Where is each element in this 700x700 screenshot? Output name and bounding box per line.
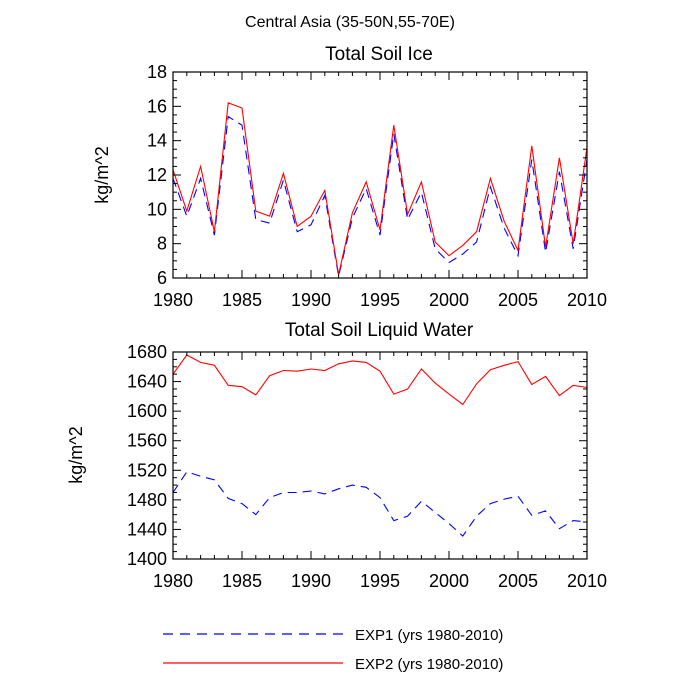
- x-tick-label: 1985: [222, 290, 262, 310]
- y-tick-label: 16: [147, 96, 167, 116]
- series-line-2: [172, 354, 588, 406]
- y-tick-label: 10: [147, 199, 167, 219]
- y-tick-label: 1400: [127, 549, 167, 569]
- x-tick-label: 2000: [429, 571, 469, 591]
- legend: EXP1 (yrs 1980-2010) EXP2 (yrs 1980-2010…: [163, 627, 503, 673]
- x-tick-label: 1980: [153, 571, 193, 591]
- x-tick-label: 1990: [291, 290, 331, 310]
- panel-total-soil-liquid-water: Total Soil Liquid Water kg/m^2 1980 1985 1…: [66, 320, 607, 591]
- y-tick-label: 14: [147, 131, 167, 151]
- y-tick-label: 1680: [127, 342, 167, 362]
- figure-suptitle: Central Asia (35-50N,55-70E): [245, 14, 455, 31]
- plot-frame: [172, 351, 588, 560]
- y-tick-label: 1480: [127, 490, 167, 510]
- y-tick-label: 12: [147, 165, 167, 185]
- y-tick-label: 1520: [127, 460, 167, 480]
- legend-label-exp2: EXP2 (yrs 1980-2010): [355, 656, 503, 673]
- y-tick-label: 1640: [127, 372, 167, 392]
- x-tick-label: 2010: [567, 571, 607, 591]
- panel-total-soil-ice: Total Soil Ice kg/m^2 1980 1985 1990 1995 20…: [92, 44, 607, 310]
- y-tick-label: 1600: [127, 401, 167, 421]
- x-tick-label: 2010: [567, 290, 607, 310]
- x-tick-label: 2005: [498, 571, 538, 591]
- x-tick-label: 2000: [429, 290, 469, 310]
- x-tick-label: 2005: [498, 290, 538, 310]
- series-line-1: [172, 471, 588, 537]
- series-line-2: [172, 102, 588, 275]
- y-tick-label: 18: [147, 62, 167, 82]
- x-tick-label: 1980: [153, 290, 193, 310]
- panel-2-title: Total Soil Liquid Water: [285, 320, 474, 341]
- y-tick-label: 1440: [127, 519, 167, 539]
- x-tick-label: 1990: [291, 571, 331, 591]
- series-line-1: [172, 115, 588, 277]
- plot-frame: [172, 71, 588, 279]
- x-tick-label: 1995: [360, 290, 400, 310]
- legend-label-exp1: EXP1 (yrs 1980-2010): [355, 627, 503, 644]
- panel-1-ylabel: kg/m^2: [92, 146, 112, 203]
- y-tick-label: 8: [157, 234, 167, 254]
- panel-2-ylabel: kg/m^2: [66, 426, 86, 483]
- x-tick-label: 1985: [222, 571, 262, 591]
- y-tick-label: 6: [157, 268, 167, 288]
- panel-1-title: Total Soil Ice: [325, 44, 433, 65]
- y-tick-label: 1560: [127, 431, 167, 451]
- x-tick-label: 1995: [360, 571, 400, 591]
